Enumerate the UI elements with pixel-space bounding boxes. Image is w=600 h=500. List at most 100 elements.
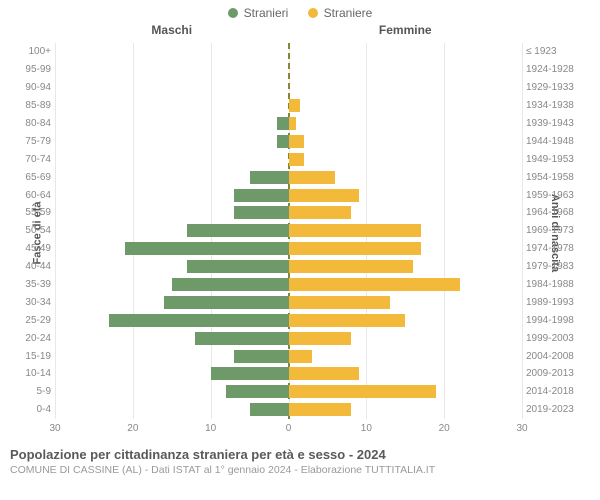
x-tick: 0: [286, 423, 292, 434]
chart-title: Popolazione per cittadinanza straniera p…: [10, 447, 590, 462]
birth-year-label: 2019-2023: [526, 404, 588, 415]
bar-female: [289, 403, 351, 416]
bar-female: [289, 153, 305, 166]
bar-area: [55, 135, 522, 148]
age-label: 0-4: [15, 404, 51, 415]
age-label: 15-19: [15, 351, 51, 362]
birth-year-label: 1979-1983: [526, 261, 588, 272]
bar-area: [55, 260, 522, 273]
column-headers: Maschi Femmine: [55, 23, 522, 41]
grid-line: [522, 43, 523, 419]
bar-area: [55, 296, 522, 309]
bar-male: [250, 171, 289, 184]
bar-female: [289, 385, 437, 398]
bar-area: [55, 224, 522, 237]
birth-year-label: 1934-1938: [526, 100, 588, 111]
age-label: 5-9: [15, 386, 51, 397]
bar-male: [172, 278, 289, 291]
birth-year-label: 2004-2008: [526, 351, 588, 362]
age-label: 25-29: [15, 315, 51, 326]
age-row: 5-92014-2018: [55, 385, 522, 399]
age-row: 30-341989-1993: [55, 295, 522, 309]
bar-area: [55, 81, 522, 94]
chart-footer: Popolazione per cittadinanza straniera p…: [0, 443, 600, 476]
x-tick: 20: [439, 423, 450, 434]
age-row: 100+≤ 1923: [55, 45, 522, 59]
bar-male: [277, 117, 289, 130]
chart-legend: Stranieri Straniere: [0, 0, 600, 23]
legend-swatch-female: [308, 8, 318, 18]
birth-year-label: ≤ 1923: [526, 46, 588, 57]
age-label: 100+: [15, 46, 51, 57]
birth-year-label: 1939-1943: [526, 118, 588, 129]
age-row: 55-591964-1968: [55, 206, 522, 220]
bar-male: [226, 385, 288, 398]
bar-male: [164, 296, 289, 309]
bar-area: [55, 367, 522, 380]
age-row: 45-491974-1978: [55, 242, 522, 256]
bar-male: [234, 350, 288, 363]
x-axis: 3020100102030: [55, 423, 522, 437]
age-row: 70-741949-1953: [55, 152, 522, 166]
bar-area: [55, 99, 522, 112]
birth-year-label: 1949-1953: [526, 154, 588, 165]
age-label: 85-89: [15, 100, 51, 111]
col-header-female: Femmine: [289, 23, 523, 41]
bar-area: [55, 45, 522, 58]
bar-female: [289, 135, 305, 148]
birth-year-label: 1929-1933: [526, 82, 588, 93]
legend-label-female: Straniere: [324, 6, 373, 20]
bar-female: [289, 171, 336, 184]
age-label: 50-54: [15, 225, 51, 236]
birth-year-label: 1974-1978: [526, 243, 588, 254]
age-row: 15-192004-2008: [55, 349, 522, 363]
bar-area: [55, 278, 522, 291]
age-label: 40-44: [15, 261, 51, 272]
bar-female: [289, 296, 390, 309]
pyramid-chart: Maschi Femmine Fasce di età Anni di nasc…: [0, 23, 600, 443]
age-label: 55-59: [15, 207, 51, 218]
birth-year-label: 2014-2018: [526, 386, 588, 397]
bar-area: [55, 242, 522, 255]
age-row: 90-941929-1933: [55, 81, 522, 95]
bar-area: [55, 350, 522, 363]
bar-male: [109, 314, 288, 327]
age-label: 95-99: [15, 64, 51, 75]
bar-male: [187, 224, 288, 237]
chart-subtitle: COMUNE DI CASSINE (AL) - Dati ISTAT al 1…: [10, 464, 590, 476]
legend-item-male: Stranieri: [228, 6, 289, 20]
age-label: 30-34: [15, 297, 51, 308]
bar-male: [211, 367, 289, 380]
x-tick: 30: [516, 423, 527, 434]
bar-male: [195, 332, 288, 345]
bar-female: [289, 242, 421, 255]
bar-male: [234, 206, 288, 219]
bar-area: [55, 206, 522, 219]
bar-female: [289, 332, 351, 345]
age-row: 35-391984-1988: [55, 278, 522, 292]
col-header-male: Maschi: [55, 23, 289, 41]
age-row: 95-991924-1928: [55, 63, 522, 77]
rows-container: 100+≤ 192395-991924-192890-941929-193385…: [55, 43, 522, 419]
bar-female: [289, 278, 460, 291]
bar-female: [289, 117, 297, 130]
legend-label-male: Stranieri: [244, 6, 289, 20]
birth-year-label: 2009-2013: [526, 368, 588, 379]
age-row: 0-42019-2023: [55, 403, 522, 417]
age-row: 65-691954-1958: [55, 170, 522, 184]
bar-male: [250, 403, 289, 416]
bar-male: [234, 189, 288, 202]
x-tick: 20: [127, 423, 138, 434]
age-row: 40-441979-1983: [55, 260, 522, 274]
age-row: 50-541969-1973: [55, 224, 522, 238]
age-label: 70-74: [15, 154, 51, 165]
bar-area: [55, 153, 522, 166]
bar-female: [289, 350, 312, 363]
bar-female: [289, 189, 359, 202]
bar-female: [289, 99, 301, 112]
x-tick: 10: [205, 423, 216, 434]
age-label: 35-39: [15, 279, 51, 290]
birth-year-label: 1959-1963: [526, 190, 588, 201]
birth-year-label: 1984-1988: [526, 279, 588, 290]
age-row: 75-791944-1948: [55, 134, 522, 148]
